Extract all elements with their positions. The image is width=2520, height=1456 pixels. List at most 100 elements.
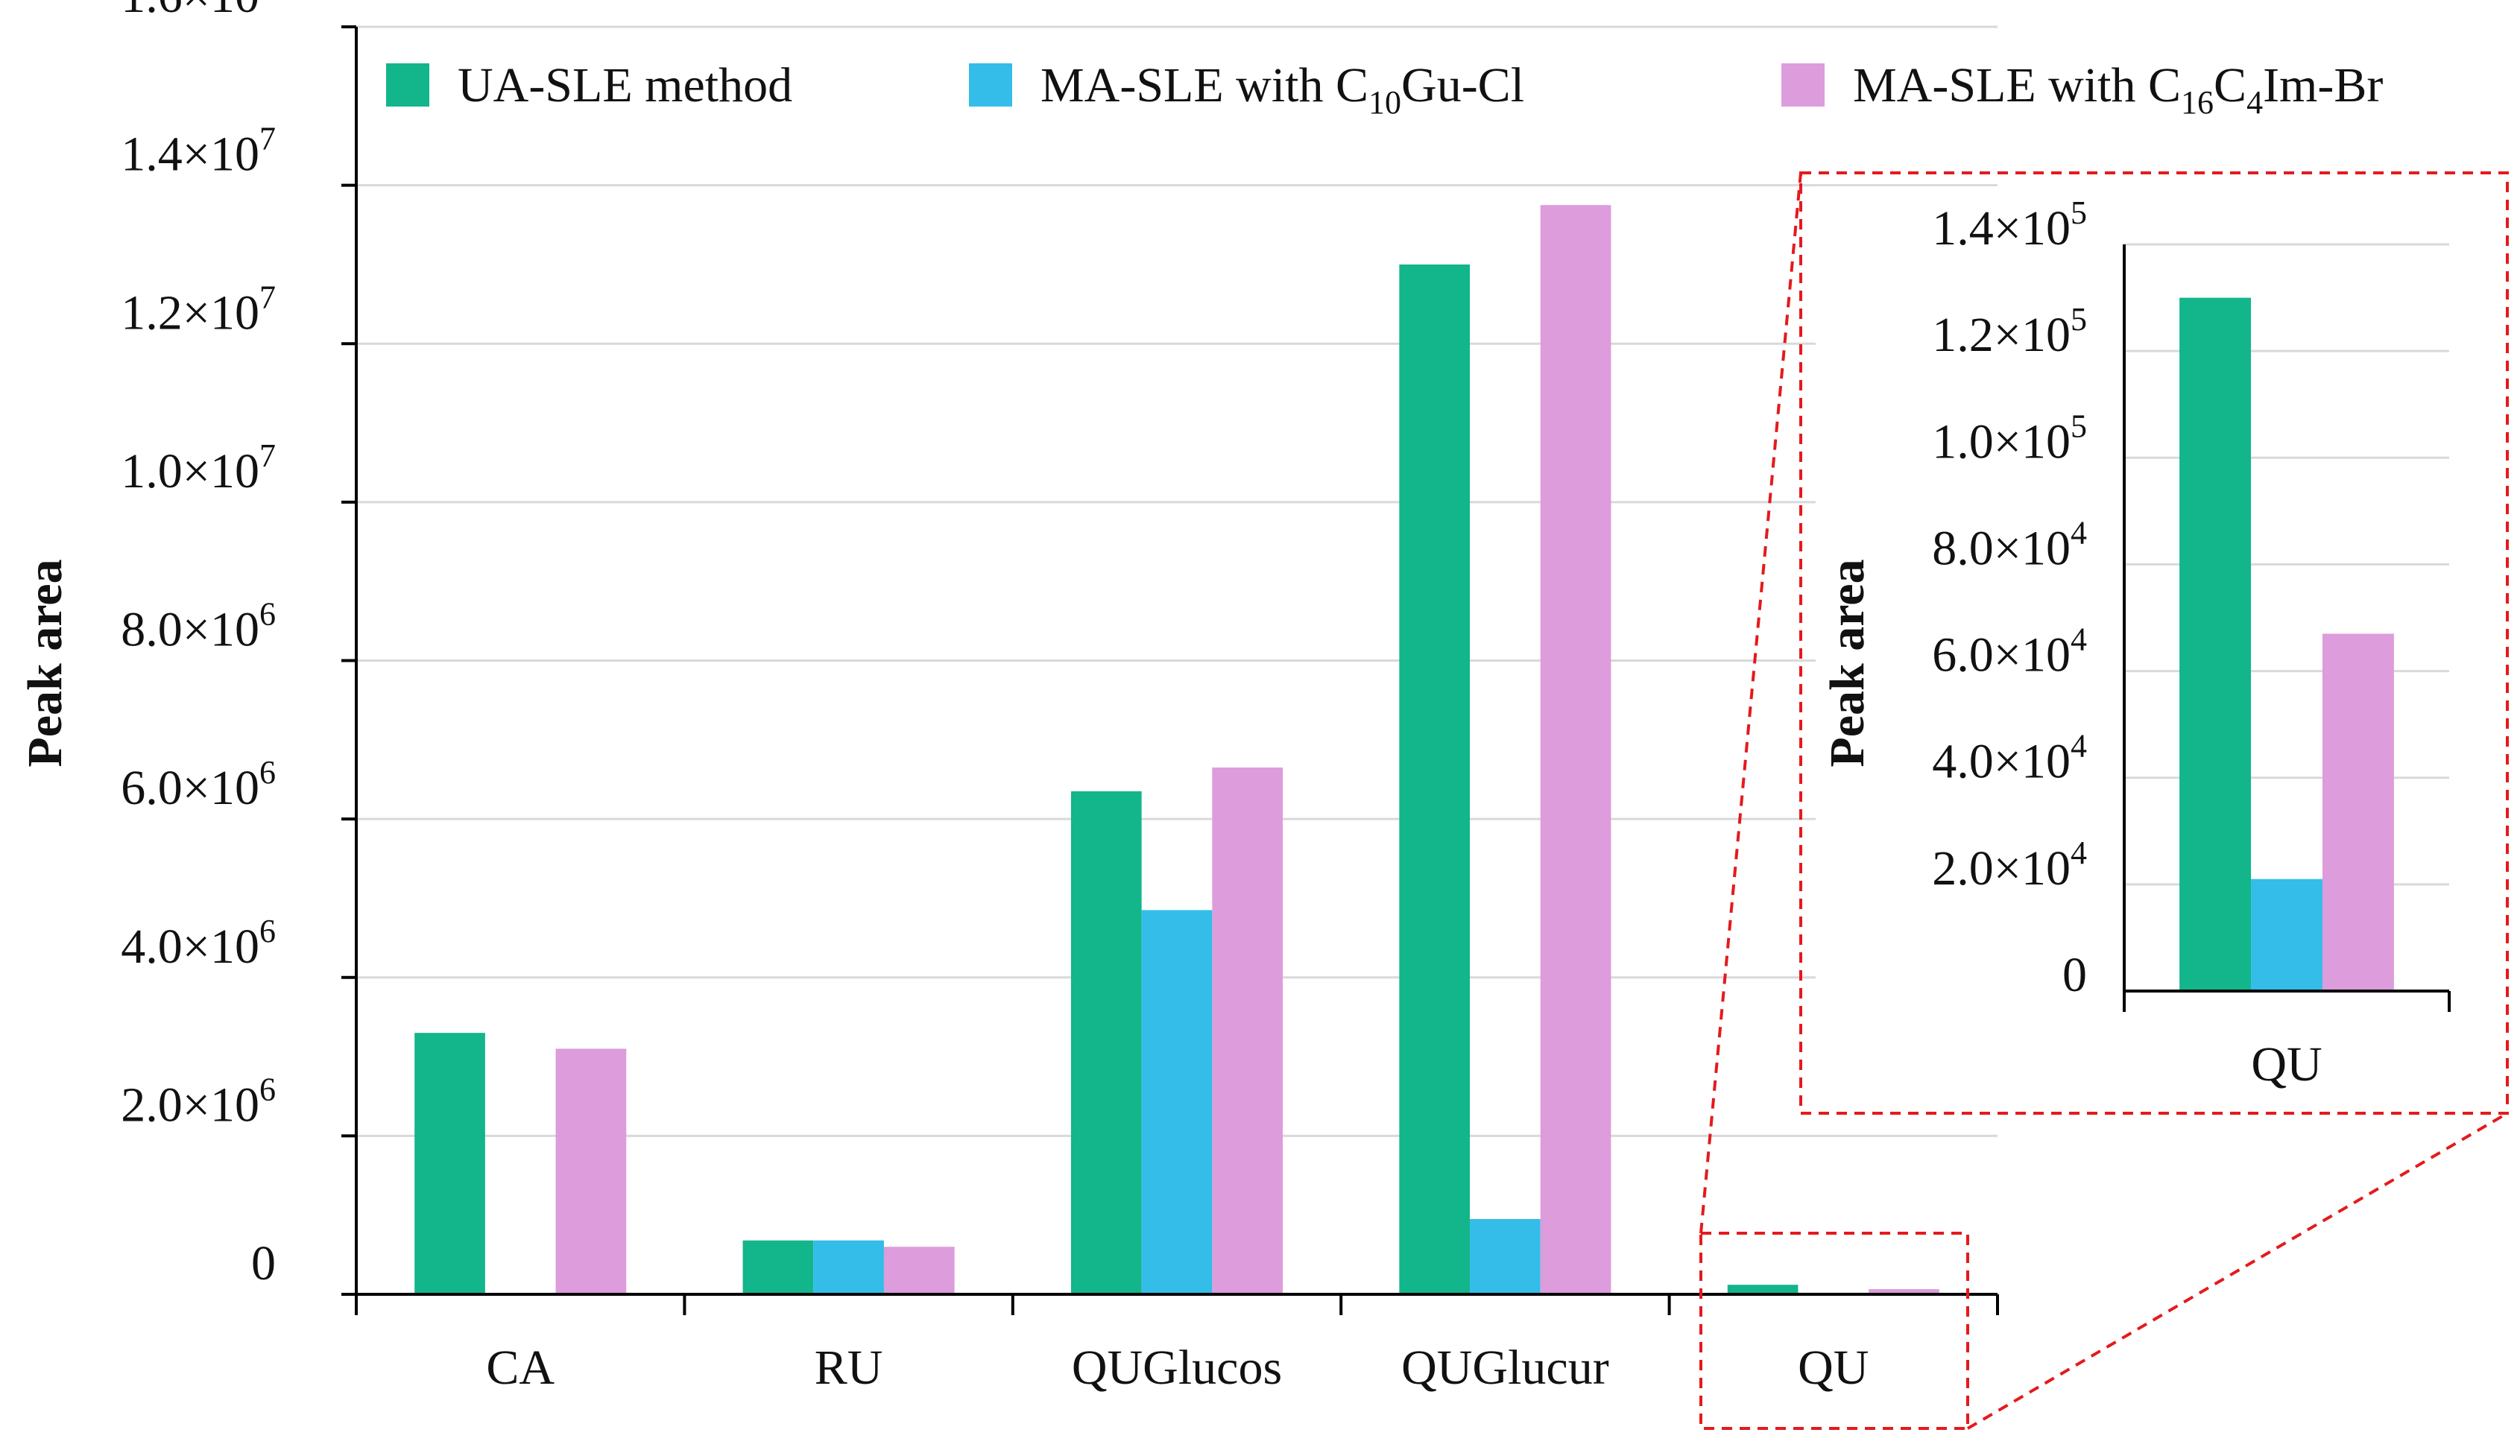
inset-y-tick-label-exponent: 4 [2071,514,2087,551]
main-x-tick-labels: CA RU QUGlucos QUGlucur QU [486,1341,1869,1395]
main-y-tick-label-exponent: 6 [259,596,276,633]
inset-bar [2251,879,2322,991]
main-x-category-label: RU [815,1341,883,1395]
legend-label-part: 10 [1368,84,1401,121]
main-bar [813,1240,884,1294]
legend-label-part: Im-Br [2263,58,2383,113]
main-y-tick-label-mantissa: 6.0×10 [121,761,259,815]
inset-y-tick-label: 1.4×105 [1932,194,2087,256]
main-y-tick-label: 2.0×106 [121,1071,276,1132]
main-bar [414,1033,485,1294]
main-axes [341,25,1999,1315]
main-y-tick-label: 1.6×107 [121,0,276,23]
inset-y-tick-label-exponent: 4 [2071,621,2087,658]
main-y-tick-label-exponent: 7 [259,279,276,315]
main-bar [742,1240,814,1294]
zoom-callout [1699,171,2509,1430]
legend-label: MA-SLE with C16C4Im-Br [1853,58,2383,121]
legend-label: MA-SLE with C10Gu-Cl [1040,58,1524,121]
inset-bar [2179,297,2252,992]
main-x-category-label: CA [486,1341,555,1395]
main-y-tick-labels: 02.0×1064.0×1066.0×1068.0×1061.0×1071.2×… [121,0,276,1291]
inset-chart: 02.0×1044.0×1046.0×1048.0×1041.0×1051.2×… [1816,186,2492,1103]
legend-label-part: MA-SLE with C [1040,58,1368,113]
inset-y-tick-label: 0 [2062,948,2087,1002]
zoom-connector-left [1699,172,1802,1234]
inset-y-tick-label: 6.0×104 [1932,621,2087,683]
main-y-tick-label-exponent: 6 [259,1071,276,1107]
main-y-tick-label-mantissa: 2.0×10 [121,1077,259,1132]
inset-x-tick-labels: QU [2251,1037,2322,1092]
main-chart: 02.0×1064.0×1066.0×1068.0×1061.0×1071.2×… [18,0,2383,1395]
inset-y-tick-label-mantissa: 8.0×10 [1932,521,2071,575]
main-bar [1869,1289,1939,1294]
main-bar [1727,1285,1799,1294]
inset-y-tick-label-mantissa: 1.0×10 [1932,414,2071,469]
main-y-tick-label: 0 [251,1236,276,1291]
inset-y-tick-label: 4.0×104 [1932,728,2087,789]
inset-bar [2322,633,2394,991]
main-bar [1070,791,1142,1294]
inset-y-tick-label: 8.0×104 [1932,514,2087,575]
legend-swatch [386,63,429,107]
main-y-tick-label-mantissa: 1.0×10 [121,444,259,498]
main-y-tick-label: 4.0×106 [121,913,276,974]
legend-label-part: UA-SLE method [458,58,792,113]
legend-label: UA-SLE method [458,58,792,113]
inset-y-tick-label-exponent: 4 [2071,728,2087,765]
inset-gridlines [2124,243,2449,886]
inset-y-tick-label: 2.0×104 [1932,835,2087,896]
main-y-tick-label-mantissa: 1.2×10 [121,285,259,340]
inset-y-tick-label-mantissa: 1.4×10 [1932,201,2071,256]
main-gridlines [356,25,1998,1137]
inset-y-tick-label-mantissa: 2.0×10 [1932,841,2071,896]
main-bar [1540,205,1611,1294]
main-y-tick-label-mantissa: 1.4×10 [121,127,259,182]
main-bar [883,1247,955,1294]
legend-label-part: 4 [2246,84,2263,121]
legend-swatch [1781,63,1825,107]
main-y-tick-label: 6.0×106 [121,754,276,815]
inset-axes [2123,244,2451,1012]
inset-y-tick-label-mantissa: 0 [2062,948,2087,1002]
legend-label-part: 16 [2181,84,2214,121]
inset-y-tick-label-mantissa: 4.0×10 [1932,735,2071,789]
inset-y-axis-label: Peak area [1820,559,1875,767]
inset-y-tick-label-exponent: 5 [2071,408,2087,444]
main-y-tick-label-exponent: 6 [259,754,276,791]
main-bar [1399,264,1471,1294]
main-y-tick-label-exponent: 6 [259,913,276,949]
main-y-tick-label-mantissa: 4.0×10 [121,920,259,974]
inset-y-tick-label-exponent: 5 [2071,301,2087,338]
main-x-category-label: QU [1798,1341,1869,1395]
zoom-source-box [1699,1232,1969,1430]
inset-y-tick-label-mantissa: 1.2×10 [1932,308,2071,362]
legend-label-part: MA-SLE with C [1853,58,2181,113]
inset-y-tick-label: 1.2×105 [1932,301,2087,362]
main-y-tick-label: 1.2×107 [121,279,276,340]
main-bar [1212,767,1283,1294]
inset-y-tick-label-mantissa: 6.0×10 [1932,628,2071,683]
main-y-tick-label: 1.0×107 [121,437,276,498]
legend-swatch [969,63,1012,107]
main-x-category-label: QUGlucos [1072,1341,1282,1395]
inset-x-category-label: QU [2251,1037,2322,1092]
main-x-category-label: QUGlucur [1401,1341,1609,1395]
main-y-tick-label: 8.0×106 [121,596,276,657]
inset-y-tick-label-exponent: 5 [2071,194,2087,231]
main-y-tick-label-exponent: 7 [259,437,276,474]
main-y-tick-label-mantissa: 0 [251,1236,276,1291]
inset-y-tick-label-exponent: 4 [2071,835,2087,871]
legend-label-part: C [2214,58,2246,113]
inset-bars [2179,297,2394,992]
inset-y-tick-label: 1.0×105 [1932,408,2087,469]
main-bar [1470,1219,1541,1294]
main-y-tick-label-exponent: 7 [259,121,276,157]
zoom-connector-right [1966,1112,2509,1430]
main-y-tick-label-mantissa: 8.0×10 [121,603,259,657]
main-bars [414,205,1939,1294]
main-y-tick-label-mantissa: 1.6×10 [121,0,259,23]
main-y-axis-label: Peak area [18,559,72,767]
main-bar [555,1048,627,1294]
